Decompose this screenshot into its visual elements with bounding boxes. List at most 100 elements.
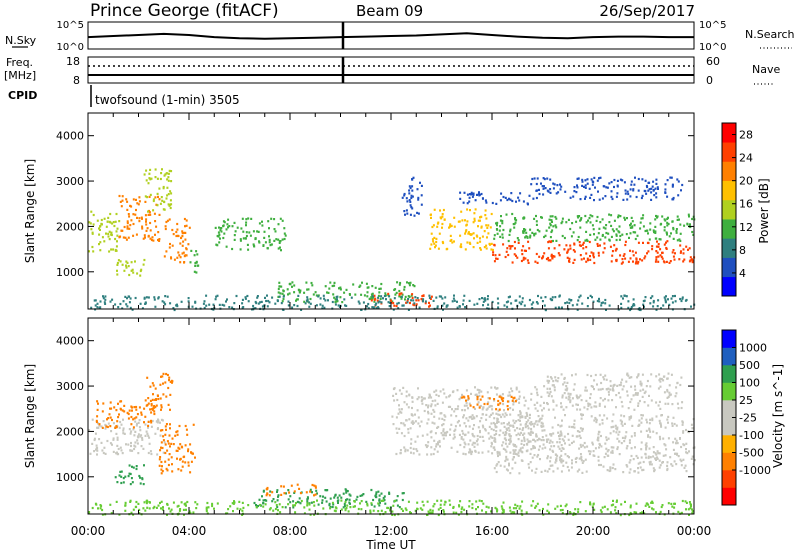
velocity-cell xyxy=(662,437,665,440)
power-cell xyxy=(630,222,632,225)
power-cell xyxy=(690,305,692,308)
power-cell xyxy=(491,300,494,304)
power-cell xyxy=(586,257,589,260)
power-cell xyxy=(600,304,603,307)
velocity-cell xyxy=(630,447,633,450)
velocity-cell xyxy=(577,508,580,511)
velocity-cell xyxy=(560,432,563,435)
velocity-cell xyxy=(169,408,171,411)
power-cell xyxy=(497,306,500,309)
velocity-cell xyxy=(647,503,650,506)
velocity-cell xyxy=(114,476,117,479)
velocity-cell xyxy=(591,441,594,444)
velocity-cell xyxy=(182,508,185,511)
velocity-cell xyxy=(571,404,574,407)
power-cell xyxy=(149,229,152,232)
power-cell xyxy=(566,256,569,259)
velocity-cell xyxy=(140,434,143,437)
velocity-cell xyxy=(494,506,497,509)
velocity-cell xyxy=(433,422,436,425)
power-cell xyxy=(247,217,250,220)
velocity-cell xyxy=(171,381,173,384)
velocity-cell xyxy=(504,459,507,463)
power-cell xyxy=(622,198,625,201)
velocity-cell xyxy=(597,388,600,391)
velocity-cell xyxy=(478,406,481,409)
power-cell xyxy=(493,237,496,240)
velocity-cell xyxy=(645,446,648,449)
velocity-cell xyxy=(645,429,648,432)
velocity-cell xyxy=(423,397,426,400)
power-cell xyxy=(646,252,648,255)
velocity-cell xyxy=(652,455,655,458)
power-cell xyxy=(145,220,147,223)
velocity-cell xyxy=(621,405,624,408)
power-cell xyxy=(624,192,627,195)
power-cell xyxy=(598,227,601,230)
power-cell xyxy=(586,178,589,181)
power-cell xyxy=(296,304,299,308)
velocity-cell xyxy=(663,391,666,394)
power-cell xyxy=(225,300,227,303)
velocity-cell xyxy=(620,414,623,417)
velocity-cell xyxy=(468,416,471,419)
power-cell xyxy=(202,302,205,305)
power-cell xyxy=(435,296,438,299)
velocity-cell xyxy=(551,384,554,387)
power-cell xyxy=(102,295,104,298)
power-cell xyxy=(598,297,600,300)
power-cell xyxy=(472,246,475,249)
velocity-cell xyxy=(121,452,124,455)
power-cell xyxy=(676,178,679,181)
velocity-cell xyxy=(150,421,153,424)
power-cell xyxy=(102,297,105,300)
velocity-colorbar-segment xyxy=(722,417,736,436)
velocity-cell xyxy=(443,434,446,437)
power-cell xyxy=(165,220,168,224)
power-cell xyxy=(366,295,369,298)
power-colorbar-segment xyxy=(722,161,736,181)
power-cell xyxy=(625,233,628,236)
power-cell xyxy=(571,222,574,225)
velocity-cell xyxy=(560,470,563,473)
power-cell xyxy=(437,221,440,224)
power-cell xyxy=(383,294,386,298)
velocity-cell xyxy=(167,386,170,390)
velocity-cell xyxy=(141,438,144,441)
velocity-cell xyxy=(643,512,646,515)
velocity-cell xyxy=(435,389,438,392)
power-cell xyxy=(584,239,587,242)
velocity-cell xyxy=(145,502,148,505)
power-cell xyxy=(125,238,128,241)
power-cell xyxy=(561,306,563,309)
power-cell xyxy=(388,305,391,308)
velocity-cell xyxy=(506,445,509,448)
velocity-cell xyxy=(115,500,118,503)
power-cell xyxy=(103,240,106,243)
velocity-cell xyxy=(476,395,479,399)
power-cell xyxy=(275,238,278,241)
velocity-cell xyxy=(120,470,123,473)
power-cell xyxy=(379,297,382,300)
velocity-cell xyxy=(436,402,439,405)
power-cell xyxy=(379,287,382,290)
velocity-cell xyxy=(509,451,512,454)
velocity-cell xyxy=(523,396,526,399)
power-cell xyxy=(147,213,150,216)
power-cell xyxy=(667,216,669,219)
power-cell xyxy=(432,240,435,243)
velocity-region-8 xyxy=(461,395,517,411)
power-cell xyxy=(116,269,118,272)
power-cell xyxy=(506,247,509,250)
velocity-cell xyxy=(525,450,528,453)
velocity-cell xyxy=(640,421,643,424)
power-cell xyxy=(267,220,270,223)
power-cell xyxy=(494,254,497,257)
power-cell xyxy=(585,252,588,255)
power-cell xyxy=(654,260,657,263)
power-cell xyxy=(671,185,674,188)
velocity-cell xyxy=(303,512,306,515)
velocity-cell xyxy=(135,467,138,471)
velocity-cell xyxy=(664,454,667,457)
velocity-cell xyxy=(97,402,99,405)
